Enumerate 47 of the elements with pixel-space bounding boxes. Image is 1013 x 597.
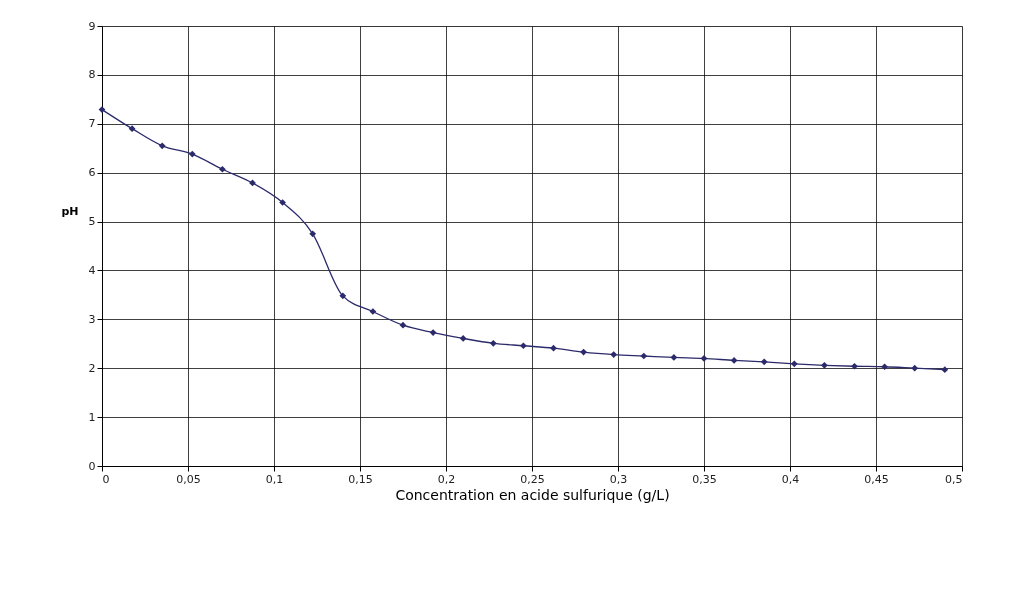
x-tick-label: 0,3	[609, 472, 628, 486]
y-axis-title: pH	[61, 204, 79, 218]
x-tick-label: 0,1	[265, 472, 284, 486]
x-tick-label: 0,5	[945, 472, 963, 486]
point	[188, 150, 196, 158]
x-tick-label: 0,05	[176, 472, 201, 486]
point	[790, 360, 798, 368]
y-tick-label: 6	[88, 166, 96, 180]
point	[339, 292, 347, 300]
x-tick-label: 0,2	[437, 472, 456, 486]
point	[851, 362, 858, 370]
point	[881, 363, 888, 371]
x-tick-label: 0,35	[692, 472, 717, 486]
point	[279, 199, 286, 206]
point	[309, 230, 317, 238]
y-tick-label: 4	[88, 263, 96, 277]
point	[640, 352, 648, 360]
point	[760, 358, 768, 366]
point	[730, 357, 738, 364]
y-tick-label: 8	[88, 68, 96, 82]
point	[158, 142, 166, 150]
y-tick-label: 3	[88, 312, 96, 326]
x-tick-label: 0,45	[864, 472, 889, 486]
x-tick-label: 0,25	[520, 472, 545, 486]
point	[219, 165, 226, 173]
point	[821, 361, 828, 369]
point	[489, 339, 497, 347]
y-tick-label: 5	[88, 215, 96, 229]
y-tick-label: 9	[88, 19, 96, 33]
x-tick-label: 0,15	[348, 472, 373, 486]
y-tick-label: 7	[88, 117, 96, 131]
x-tick-label: 0,4	[781, 472, 800, 486]
y-tick-label: 1	[88, 410, 96, 424]
point	[399, 321, 407, 329]
point	[550, 344, 557, 352]
point	[941, 366, 949, 374]
point	[520, 342, 527, 350]
point	[911, 364, 919, 372]
x-axis-title: Concentration en acide sulfurique (g/L)	[395, 486, 670, 503]
point	[459, 335, 467, 342]
point	[128, 125, 136, 133]
y-tick-label: 2	[88, 361, 96, 375]
x-tick-label: 0	[102, 472, 110, 486]
point	[580, 348, 587, 356]
y-tick-label: 0	[88, 459, 96, 473]
point	[610, 351, 618, 358]
point	[670, 354, 678, 361]
